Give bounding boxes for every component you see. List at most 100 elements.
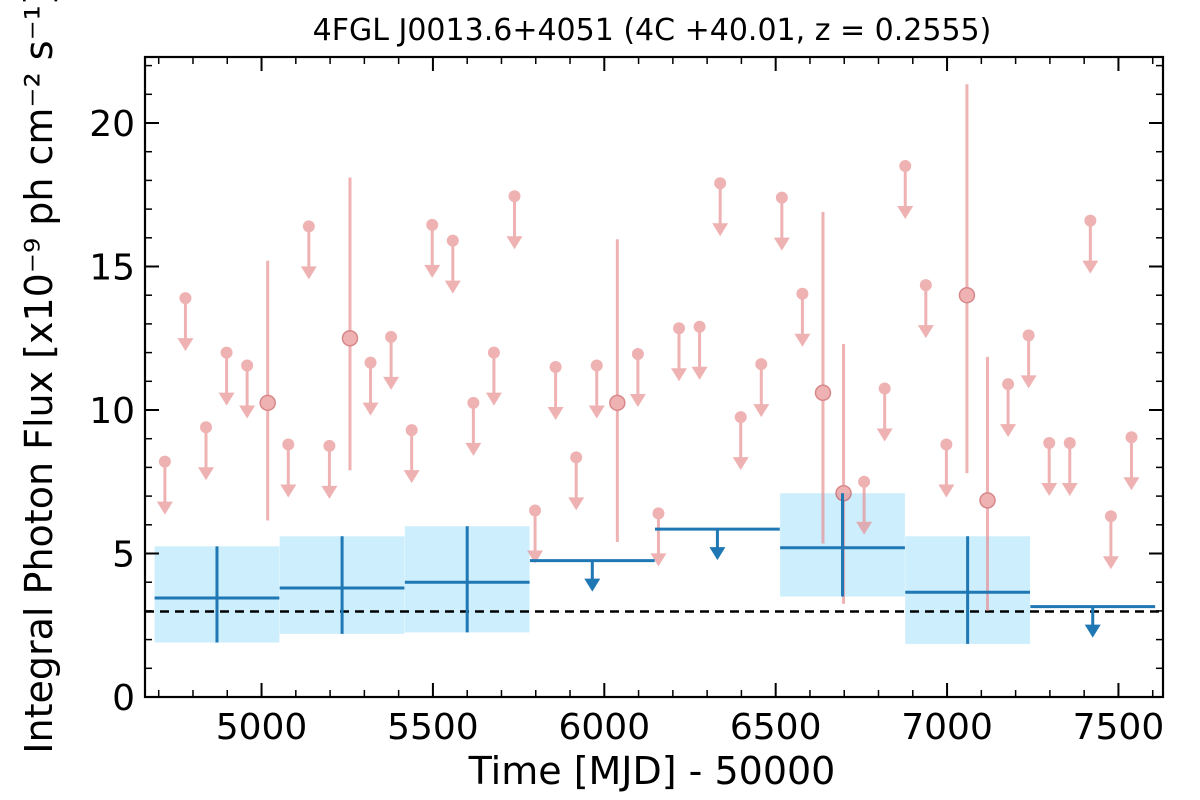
flux-point <box>259 394 276 412</box>
upper-limit-marker <box>467 396 480 409</box>
short-bin-point <box>341 177 359 471</box>
long-bin-point <box>529 559 655 592</box>
short-bin-point <box>465 396 482 456</box>
upper-limit-arrow-head <box>198 467 215 481</box>
upper-limit-arrow-head <box>568 497 585 511</box>
upper-limit-arrow-head <box>1102 556 1119 570</box>
flux-point <box>979 492 996 509</box>
upper-limit-arrow-head <box>584 578 601 592</box>
short-bin-point <box>732 411 749 471</box>
upper-limit-marker <box>673 322 686 335</box>
upper-limit-arrow-head <box>424 264 441 278</box>
upper-limit-arrow-head <box>547 406 564 420</box>
upper-limit-marker <box>652 507 665 520</box>
y-tick-label: 15 <box>89 248 135 289</box>
short-bin-point <box>1102 510 1119 570</box>
upper-limit-marker <box>714 177 727 190</box>
upper-limit-marker <box>755 358 768 371</box>
short-bin-point <box>383 330 400 390</box>
short-bin-point <box>814 211 832 544</box>
upper-limit-marker <box>1002 378 1015 391</box>
short-bin-point <box>444 234 461 294</box>
upper-limit-marker <box>426 218 439 231</box>
plot-content <box>145 84 1163 644</box>
upper-limit-arrow-head <box>485 392 502 406</box>
x-tick-label: 7000 <box>901 707 993 748</box>
upper-limit-marker <box>220 346 233 359</box>
short-bin-point <box>1123 431 1140 491</box>
upper-limit-marker <box>570 451 583 464</box>
short-bin-point <box>650 507 667 567</box>
x-tick-label: 7500 <box>1073 707 1165 748</box>
upper-limit-arrow-head <box>629 394 646 408</box>
short-bin-point <box>1000 378 1017 438</box>
upper-limit-marker <box>282 438 295 451</box>
upper-limit-arrow-head <box>362 402 379 416</box>
x-tick-label: 6000 <box>558 707 650 748</box>
upper-limit-marker <box>323 439 336 452</box>
long-bin-point <box>1030 605 1156 638</box>
upper-limit-arrow-head <box>1082 260 1099 274</box>
short-bin-point <box>506 190 523 250</box>
upper-limit-marker <box>899 160 912 173</box>
flux-point <box>341 330 359 347</box>
upper-limit-arrow-head <box>794 333 811 347</box>
short-bin-point <box>609 239 626 543</box>
upper-limit-arrow-head <box>938 484 955 498</box>
short-bin-point <box>629 348 646 408</box>
axis-ticks <box>145 57 1163 698</box>
upper-limit-arrow-head <box>1041 483 1058 497</box>
upper-limit-marker <box>1084 214 1097 227</box>
upper-limit-arrow-head <box>650 553 667 567</box>
short-bin-point <box>280 438 297 498</box>
upper-limit-marker <box>200 421 213 434</box>
upper-limit-arrow-head <box>1020 375 1037 389</box>
upper-limit-marker <box>940 438 953 451</box>
short-bin-point <box>198 421 215 481</box>
short-bin-point <box>588 359 605 419</box>
short-bin-point <box>794 287 811 347</box>
upper-limit-marker <box>158 455 171 468</box>
flux-point <box>958 286 976 304</box>
x-tick-label: 5500 <box>387 707 479 748</box>
short-bin-point <box>1082 214 1099 274</box>
short-bin-point <box>362 356 379 416</box>
flux-point <box>814 384 832 402</box>
upper-limit-marker <box>364 356 377 369</box>
upper-limit-marker <box>1043 437 1056 450</box>
short-bin-point <box>321 439 338 499</box>
upper-limit-arrow-head <box>280 484 297 498</box>
short-bin-point <box>156 455 173 515</box>
upper-limit-marker <box>1104 510 1117 523</box>
upper-limit-arrow-head <box>239 405 256 419</box>
upper-limit-arrow-head <box>588 405 605 419</box>
short-bin-point <box>958 84 976 474</box>
y-tick-label: 20 <box>89 104 135 145</box>
chart-title: 4FGL J0013.6+4051 (4C +40.01, z = 0.2555… <box>313 13 992 48</box>
tick-labels: 5000 5500 6000 6500 7000 7500 0 5 10 15 20 <box>89 104 1164 748</box>
long-bin-point <box>905 536 1031 644</box>
short-bin-point <box>897 160 914 220</box>
upper-limit-marker <box>858 475 871 488</box>
upper-limit-arrow-head <box>465 442 482 456</box>
upper-limit-arrow-head <box>177 338 194 352</box>
upper-limit-arrow-head <box>917 325 934 339</box>
upper-limit-arrow-head <box>897 206 914 220</box>
upper-limit-arrow-head <box>1123 477 1140 491</box>
upper-limit-arrow-head <box>856 521 873 535</box>
plot-frame <box>143 55 1165 699</box>
upper-limit-marker <box>405 424 418 437</box>
short-bin-point <box>773 191 790 251</box>
short-bin-point <box>547 360 564 420</box>
upper-limit-marker <box>302 220 315 233</box>
short-bin-point <box>753 358 770 418</box>
upper-limit-marker <box>878 382 891 395</box>
upper-limit-marker <box>919 279 932 292</box>
short-bin-point <box>259 260 276 521</box>
short-bin-point <box>1041 437 1058 497</box>
upper-limit-marker <box>693 320 706 333</box>
upper-limit-marker <box>179 292 192 305</box>
flux-point <box>609 394 626 412</box>
upper-limit-arrow-head <box>444 280 461 294</box>
short-bin-point <box>568 451 585 511</box>
